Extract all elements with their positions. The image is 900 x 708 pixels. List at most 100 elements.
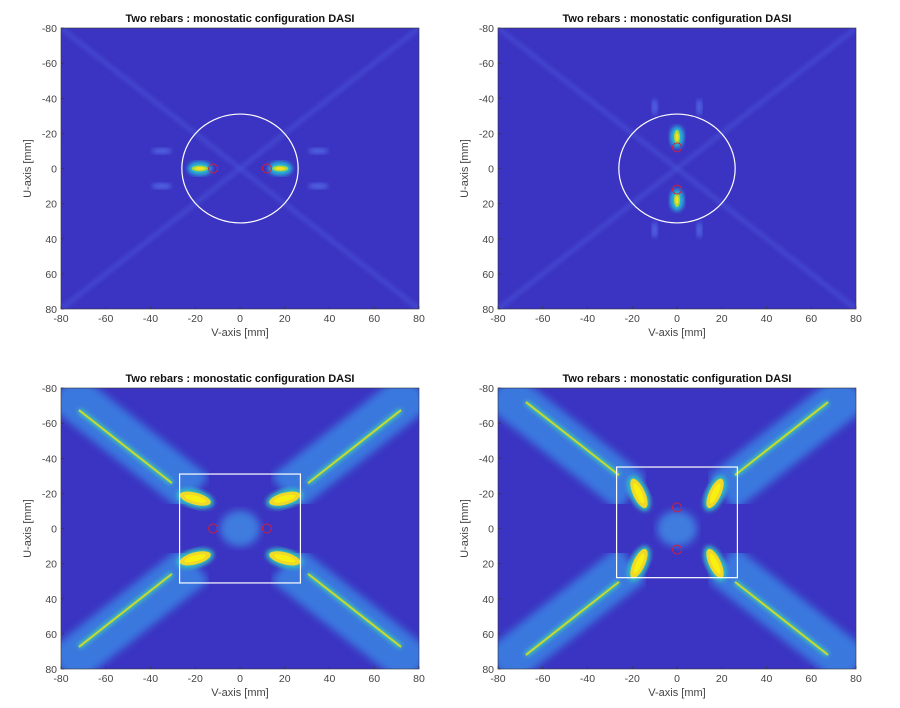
x-tick-label: -80 [53,673,68,685]
x-tick-label: 40 [324,673,336,685]
x-tick-label: -20 [188,313,203,325]
x-axis-label: V-axis [mm] [211,327,268,339]
y-tick-label: -80 [42,23,57,35]
heatmap-peak-core [274,494,296,503]
region-square [615,466,739,579]
heatmap-streak [238,166,419,309]
y-tick-label: 0 [51,524,57,536]
y-tick-label: -40 [479,453,494,465]
heatmap-streak [675,28,856,171]
x-tick-label: -80 [490,313,505,325]
x-tick-label: -40 [143,313,158,325]
x-tick-label: 60 [805,673,817,685]
heatmap-sidelobe [696,221,703,238]
chart-title: Two rebars : monostatic configuration DA… [126,373,355,385]
x-tick-label: 80 [850,673,862,685]
heatmap-wing [61,546,209,669]
chart-panel-3: -80 -60 -40 -20 0 20 40 60 80-80-60-40-200204060… [22,373,425,699]
heatmap-streak-core [307,573,402,648]
y-tick-label: 60 [45,269,57,281]
y-tick-label: 20 [482,559,494,571]
y-tick-label: -20 [42,128,57,140]
heatmap-peak-core [275,167,286,170]
x-tick-label: -60 [98,673,113,685]
y-tick-label: 80 [482,664,494,676]
y-tick-label: -60 [479,418,494,430]
x-tick-label: -40 [580,313,595,325]
y-tick-label: 0 [51,164,57,176]
y-tick-label: 40 [45,594,57,606]
heatmap-sidelobe [308,147,329,154]
x-axis-label: V-axis [mm] [648,687,705,699]
x-tick-label: 60 [805,313,817,325]
x-tick-label: -80 [490,673,505,685]
y-tick-label: -20 [479,128,494,140]
heatmap-sidelobe [308,183,329,190]
heatmap-streak-core [734,401,829,476]
x-tick-label: -40 [143,673,158,685]
chart-panel-2: -80 -60 -40 -20 0 20 40 60 80-80-60-40-200204060… [459,13,862,339]
x-tick-label: 0 [674,673,680,685]
heatmap-wing [498,388,646,511]
y-tick-label: 80 [45,304,57,316]
region-circle [181,113,299,224]
x-tick-label: 0 [237,673,243,685]
heatmap-peak-core [184,494,206,503]
heatmap-streak-core [734,581,829,656]
y-tick-label: -80 [479,383,494,395]
y-tick-label: -60 [42,58,57,70]
heatmap-wing [708,546,856,669]
rebar-marker [672,502,682,513]
x-tick-label: -60 [535,673,550,685]
y-axis-label: U-axis [mm] [22,139,34,198]
heatmap-wing [61,388,209,511]
y-tick-label: -60 [42,418,57,430]
heatmap-image [498,388,856,669]
y-tick-label: 20 [45,559,57,571]
y-tick-label: 40 [45,234,57,246]
x-tick-label: -20 [625,673,640,685]
x-axis-label: V-axis [mm] [648,327,705,339]
x-tick-label: 80 [850,313,862,325]
y-tick-label: -80 [479,23,494,35]
x-tick-label: 60 [368,313,380,325]
heatmap-wing [708,388,856,511]
x-tick-label: 40 [324,313,336,325]
y-tick-label: 20 [45,199,57,211]
x-tick-label: 20 [716,673,728,685]
y-tick-label: -80 [42,383,57,395]
heatmap-streak-core [78,409,173,484]
x-tick-label: -40 [580,673,595,685]
x-tick-label: -60 [98,313,113,325]
rebar-marker [208,523,219,534]
y-tick-label: -60 [479,58,494,70]
y-tick-label: -40 [42,453,57,465]
y-tick-label: 60 [482,269,494,281]
rebar-marker [261,523,272,534]
x-tick-label: -20 [188,673,203,685]
heatmap-image [61,28,419,309]
rebar-marker [208,163,219,174]
heatmap-streak [61,28,242,171]
x-tick-label: -60 [535,313,550,325]
heatmap-peak-core [194,167,205,170]
heatmap-streak-core [307,409,402,484]
heatmap-streak-core [525,581,620,656]
x-tick-label: 20 [279,673,291,685]
heatmap-streak-core [525,401,620,476]
heatmap-streak [238,28,419,171]
y-tick-label: -40 [479,93,494,105]
heatmap-streak [675,166,856,309]
heatmap-peak-core [675,132,679,141]
heatmap-peak-core [709,483,721,504]
y-tick-label: 80 [45,664,57,676]
heatmap-streak [498,166,679,309]
chart-title: Two rebars : monostatic configuration DA… [563,13,792,25]
heatmap-peak-core [675,196,679,205]
chart-title: Two rebars : monostatic configuration DA… [126,13,355,25]
x-tick-label: 20 [279,313,291,325]
y-tick-label: 20 [482,199,494,211]
rebar-marker [672,142,682,153]
y-tick-label: 40 [482,594,494,606]
